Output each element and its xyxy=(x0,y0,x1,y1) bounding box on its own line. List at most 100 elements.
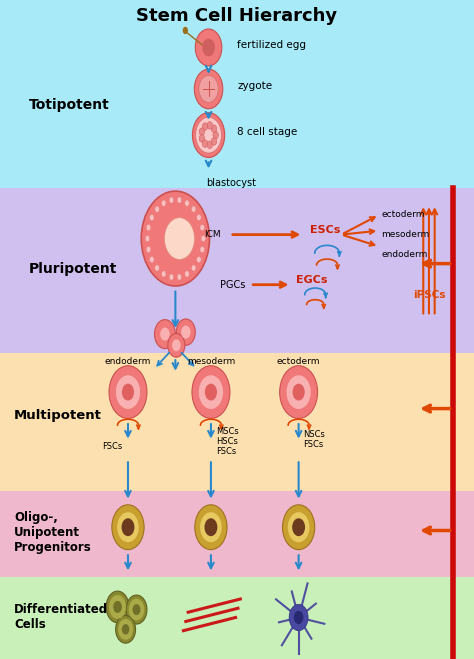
Circle shape xyxy=(191,265,196,271)
Circle shape xyxy=(196,117,221,153)
Circle shape xyxy=(204,518,218,536)
FancyBboxPatch shape xyxy=(0,353,474,491)
Text: Differentiated
Cells: Differentiated Cells xyxy=(14,604,109,631)
Text: Totipotent: Totipotent xyxy=(28,98,109,113)
FancyBboxPatch shape xyxy=(0,491,474,577)
Circle shape xyxy=(141,191,210,286)
Circle shape xyxy=(195,505,227,550)
Text: FSCs: FSCs xyxy=(303,440,324,449)
Text: endoderm: endoderm xyxy=(382,250,428,259)
Text: ectoderm: ectoderm xyxy=(277,357,320,366)
Circle shape xyxy=(169,274,173,280)
Text: MSCs: MSCs xyxy=(216,427,238,436)
Circle shape xyxy=(197,256,201,263)
Circle shape xyxy=(191,206,196,212)
Circle shape xyxy=(121,518,135,536)
Circle shape xyxy=(162,271,166,277)
Text: FSCs: FSCs xyxy=(102,442,122,451)
Circle shape xyxy=(200,225,204,231)
Circle shape xyxy=(118,619,133,640)
Text: Pluripotent: Pluripotent xyxy=(28,262,117,276)
Text: zygote: zygote xyxy=(237,81,272,92)
Circle shape xyxy=(160,328,170,341)
Circle shape xyxy=(202,123,208,130)
Circle shape xyxy=(155,320,175,349)
Text: iPSCs: iPSCs xyxy=(413,289,445,300)
Circle shape xyxy=(201,235,206,242)
Circle shape xyxy=(197,214,201,221)
Circle shape xyxy=(109,595,126,619)
Circle shape xyxy=(129,598,145,621)
Circle shape xyxy=(202,140,208,148)
FancyBboxPatch shape xyxy=(0,188,474,353)
Circle shape xyxy=(288,512,310,542)
Circle shape xyxy=(211,125,217,132)
Text: mesoderm: mesoderm xyxy=(187,357,235,366)
Circle shape xyxy=(194,69,223,109)
Circle shape xyxy=(133,604,140,615)
Circle shape xyxy=(126,595,147,624)
Text: EGCs: EGCs xyxy=(296,275,328,285)
Text: Oligo-,
Unipotent
Progenitors: Oligo-, Unipotent Progenitors xyxy=(14,511,92,554)
Text: mesoderm: mesoderm xyxy=(382,230,430,239)
Circle shape xyxy=(116,616,136,643)
Circle shape xyxy=(200,246,204,252)
FancyBboxPatch shape xyxy=(0,0,474,188)
Circle shape xyxy=(150,256,154,263)
Text: ectoderm: ectoderm xyxy=(382,210,425,219)
Circle shape xyxy=(199,76,218,102)
Circle shape xyxy=(202,39,215,56)
Circle shape xyxy=(280,366,318,418)
Circle shape xyxy=(289,604,308,631)
Circle shape xyxy=(122,624,129,635)
Text: ICM: ICM xyxy=(204,230,220,239)
Circle shape xyxy=(176,319,195,345)
Circle shape xyxy=(195,29,222,66)
Circle shape xyxy=(122,384,134,401)
Circle shape xyxy=(294,611,303,624)
Circle shape xyxy=(150,214,154,221)
Circle shape xyxy=(185,200,189,206)
Circle shape xyxy=(155,265,159,271)
Circle shape xyxy=(172,339,181,351)
Circle shape xyxy=(292,518,305,536)
Text: HSCs: HSCs xyxy=(216,437,237,446)
Circle shape xyxy=(283,505,315,550)
Circle shape xyxy=(164,217,194,260)
Circle shape xyxy=(146,225,151,231)
Text: 8 cell stage: 8 cell stage xyxy=(237,127,297,138)
Text: NSCs: NSCs xyxy=(303,430,325,440)
Circle shape xyxy=(207,121,212,129)
Circle shape xyxy=(106,591,129,623)
Circle shape xyxy=(192,113,225,158)
Circle shape xyxy=(207,141,212,149)
Circle shape xyxy=(109,366,147,418)
FancyBboxPatch shape xyxy=(0,577,474,659)
Text: blastocyst: blastocyst xyxy=(206,179,256,188)
Circle shape xyxy=(168,333,185,357)
Circle shape xyxy=(145,235,150,242)
Text: Stem Cell Hierarchy: Stem Cell Hierarchy xyxy=(137,7,337,26)
Text: PGCs: PGCs xyxy=(220,279,246,290)
Circle shape xyxy=(177,274,182,280)
Circle shape xyxy=(146,246,151,252)
Text: fertilized egg: fertilized egg xyxy=(237,40,306,50)
Circle shape xyxy=(199,128,205,136)
Text: FSCs: FSCs xyxy=(216,447,236,456)
Circle shape xyxy=(185,271,189,277)
Text: Multipotent: Multipotent xyxy=(14,409,102,422)
Circle shape xyxy=(181,326,191,339)
Circle shape xyxy=(199,134,205,142)
Circle shape xyxy=(199,375,223,409)
Circle shape xyxy=(213,131,219,139)
Text: ESCs: ESCs xyxy=(310,225,341,235)
Circle shape xyxy=(177,197,182,203)
Circle shape xyxy=(211,138,217,145)
Circle shape xyxy=(169,197,173,203)
Circle shape xyxy=(192,366,230,418)
Text: endoderm: endoderm xyxy=(105,357,151,366)
Circle shape xyxy=(112,505,144,550)
Circle shape xyxy=(162,200,166,206)
Circle shape xyxy=(205,384,217,401)
Circle shape xyxy=(117,512,139,542)
